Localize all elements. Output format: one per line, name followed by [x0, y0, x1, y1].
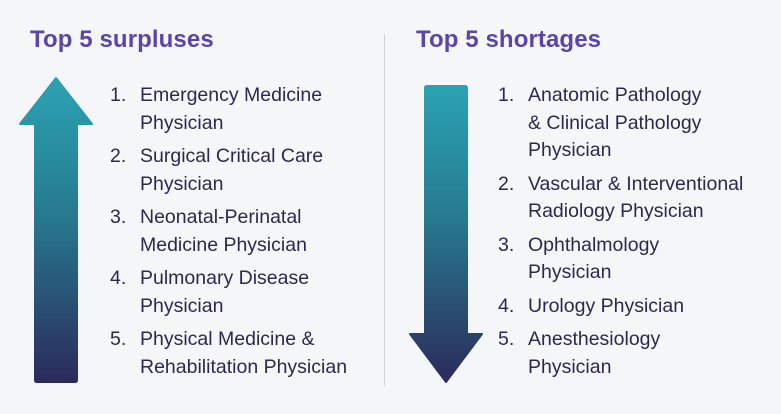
- list-item: 4. Pulmonary Disease Physician: [110, 265, 380, 320]
- item-number: 3.: [110, 206, 127, 228]
- up-arrow-icon: [19, 77, 93, 383]
- item-number: 5.: [498, 328, 515, 350]
- surpluses-column: Top 5 surpluses 1. Emergency Medicine Ph…: [0, 0, 384, 414]
- item-number: 3.: [498, 233, 515, 256]
- item-number: 1.: [498, 84, 515, 106]
- list-item: 5. Physical Medicine & Rehabilitation Ph…: [110, 326, 380, 381]
- surpluses-heading: Top 5 surpluses: [30, 26, 214, 53]
- item-text: Pulmonary Disease Physician: [140, 267, 310, 317]
- item-text: Anesthesiology Physician: [528, 328, 661, 378]
- column-divider: [384, 34, 385, 386]
- item-number: 1.: [110, 84, 127, 106]
- list-item: 1. Anatomic Pathology & Clinical Patholo…: [498, 82, 778, 165]
- shortages-list: 1. Anatomic Pathology & Clinical Patholo…: [498, 82, 778, 387]
- item-text: Physical Medicine & Rehabilitation Physi…: [140, 328, 348, 378]
- item-number: 2.: [110, 145, 127, 167]
- item-text: Emergency Medicine Physician: [140, 84, 323, 134]
- list-item: 2. Vascular & Interventional Radiology P…: [498, 171, 778, 226]
- list-item: 5. Anesthesiology Physician: [498, 326, 778, 381]
- item-number: 2.: [498, 172, 515, 195]
- item-number: 5.: [110, 328, 127, 350]
- list-item: 3. Neonatal-Perinatal Medicine Physician: [110, 204, 380, 259]
- item-text: Vascular & Interventional Radiology Phys…: [528, 172, 744, 223]
- item-text: Ophthalmology Physician: [528, 233, 660, 284]
- item-number: 4.: [498, 294, 515, 317]
- surpluses-list: 1. Emergency Medicine Physician 2. Surgi…: [110, 82, 380, 387]
- list-item: 3. Ophthalmology Physician: [498, 232, 778, 287]
- list-item: 4. Urology Physician: [498, 293, 778, 321]
- shortages-column: Top 5 shortages 1. Anatomic Pathology & …: [386, 0, 781, 414]
- down-arrow-icon: [409, 85, 483, 383]
- shortages-heading: Top 5 shortages: [416, 26, 602, 53]
- list-item: 1. Emergency Medicine Physician: [110, 82, 380, 137]
- item-text: Neonatal-Perinatal Medicine Physician: [140, 206, 307, 256]
- item-text: Urology Physician: [528, 294, 685, 317]
- item-number: 4.: [110, 267, 127, 289]
- list-item: 2. Surgical Critical Care Physician: [110, 143, 380, 198]
- item-text: Anatomic Pathology & Clinical Pathology …: [528, 84, 702, 161]
- item-text: Surgical Critical Care Physician: [140, 145, 324, 195]
